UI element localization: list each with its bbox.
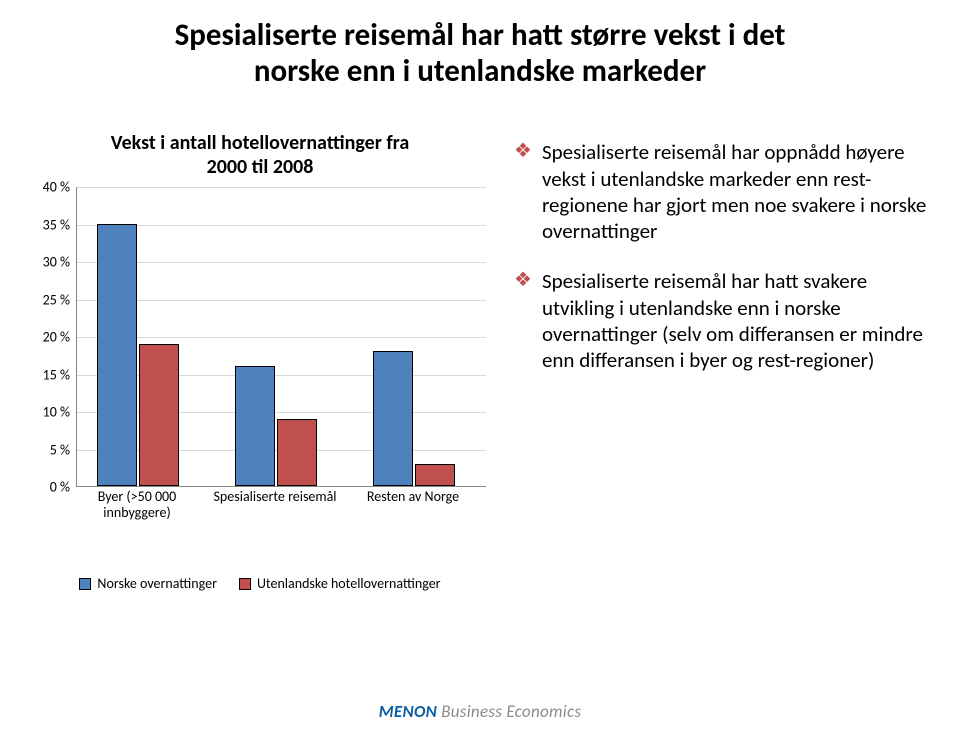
gridline xyxy=(77,225,486,226)
diamond-icon: ❖ xyxy=(514,139,532,244)
x-tick-label: Spesialiserte reisemål xyxy=(210,489,340,505)
y-tick-label: 20 % xyxy=(43,329,70,346)
bullet-item: ❖ Spesialiserte reisemål har hatt svaker… xyxy=(514,268,930,373)
legend-label-1: Utenlandske hotellovernattinger xyxy=(257,575,441,592)
legend-swatch-1 xyxy=(239,578,251,590)
gridline xyxy=(77,262,486,263)
title-line2: norske enn i utenlandske markeder xyxy=(254,52,706,90)
bullet-item: ❖ Spesialiserte reisemål har oppnådd høy… xyxy=(514,139,930,244)
gridline xyxy=(77,187,486,188)
y-tick-label: 30 % xyxy=(43,254,70,271)
bar xyxy=(373,351,413,486)
gridline xyxy=(77,300,486,301)
bar xyxy=(235,366,275,486)
y-tick-label: 10 % xyxy=(43,404,70,421)
plot-area xyxy=(76,187,486,487)
y-axis-labels: 0 %5 %10 %15 %20 %25 %30 %35 %40 % xyxy=(30,187,76,487)
bar xyxy=(97,224,137,487)
y-tick-label: 0 % xyxy=(50,479,70,496)
footer-part1: MENON xyxy=(379,701,437,722)
legend-item-1: Utenlandske hotellovernattinger xyxy=(239,575,441,592)
chart-title-line1: Vekst i antall hotellovernattinger fra xyxy=(111,131,409,155)
chart-title-line2: 2000 til 2008 xyxy=(207,155,314,179)
title-line1: Spesialiserte reisemål har hatt større v… xyxy=(175,16,786,54)
legend-item-0: Norske overnattinger xyxy=(79,575,217,592)
diamond-icon: ❖ xyxy=(514,268,532,373)
bar xyxy=(415,464,455,487)
bar xyxy=(139,344,179,487)
legend: Norske overnattinger Utenlandske hotello… xyxy=(30,575,490,592)
bullet-list: ❖ Spesialiserte reisemål har oppnådd høy… xyxy=(490,131,930,592)
y-tick-label: 35 % xyxy=(43,216,70,233)
x-tick-label: Resten av Norge xyxy=(348,489,478,505)
y-tick-label: 40 % xyxy=(43,179,70,196)
footer-part2: Business Economics xyxy=(437,701,581,722)
legend-swatch-0 xyxy=(79,578,91,590)
content-row: Vekst i antall hotellovernattinger fra 2… xyxy=(30,131,930,592)
chart-title: Vekst i antall hotellovernattinger fra 2… xyxy=(30,131,490,179)
y-tick-label: 5 % xyxy=(50,441,70,458)
footer-brand: MENON Business Economics xyxy=(0,701,960,722)
bullet-text-1: Spesialiserte reisemål har hatt svakere … xyxy=(542,268,930,373)
chart-panel: Vekst i antall hotellovernattinger fra 2… xyxy=(30,131,490,592)
bullet-text-0: Spesialiserte reisemål har oppnådd høyer… xyxy=(542,139,930,244)
legend-label-0: Norske overnattinger xyxy=(97,575,217,592)
page-title: Spesialiserte reisemål har hatt større v… xyxy=(30,18,930,89)
bar xyxy=(277,419,317,487)
chart-area: 0 %5 %10 %15 %20 %25 %30 %35 %40 % Byer … xyxy=(30,187,490,527)
y-tick-label: 15 % xyxy=(43,366,70,383)
y-tick-label: 25 % xyxy=(43,291,70,308)
gridline xyxy=(77,337,486,338)
x-tick-label: Byer (>50 000innbyggere) xyxy=(72,489,202,521)
